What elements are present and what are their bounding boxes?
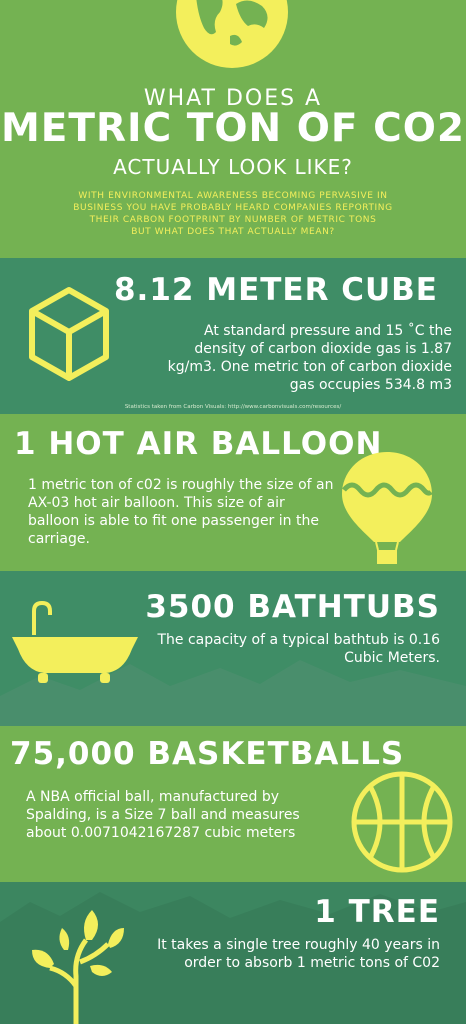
- hot-air-balloon-icon: [342, 452, 433, 564]
- section-title-balloon: 1 HOT AIR BALLOON: [14, 426, 383, 462]
- section-balloon: 1 HOT AIR BALLOON 1 metric ton of c02 is…: [0, 414, 466, 571]
- globe-icon: [176, 0, 288, 68]
- forest-background: [0, 892, 466, 1024]
- section-text-bathtubs: The capacity of a typical bathtub is 0.1…: [157, 632, 440, 666]
- intro-line-4: BUT WHAT DOES THAT ACTUALLY MEAN?: [131, 227, 335, 237]
- section-tree: 1 TREE It takes a single tree roughly 40…: [0, 882, 466, 1024]
- cube-icon: [29, 287, 109, 381]
- section-title-bathtubs: 3500 BATHTUBS: [145, 589, 440, 625]
- header: WHAT DOES A METRIC TON OF CO2 ACTUALLY L…: [0, 0, 466, 258]
- bathtub-icon: [12, 601, 138, 683]
- section-text-balloon: 1 metric ton of c02 is roughly the size …: [28, 477, 334, 547]
- section-title-tree: 1 TREE: [314, 894, 440, 930]
- title-line-3: ACTUALLY LOOK LIKE?: [113, 155, 353, 179]
- intro-line-3: THEIR CARBON FOOTPRINT BY NUMBER OF METR…: [89, 215, 377, 225]
- source-note: Statistics taken from Carbon Visuals: ht…: [124, 404, 342, 410]
- section-title-cube: 8.12 METER CUBE: [113, 272, 438, 308]
- title-line-1: WHAT DOES A: [143, 86, 323, 111]
- section-basketballs: 75,000 BASKETBALLS A NBA official ball, …: [0, 726, 466, 882]
- section-text-cube: At standard pressure and 15 ˚C the densi…: [167, 323, 452, 393]
- section-text-tree: It takes a single tree roughly 40 years …: [157, 937, 440, 971]
- section-cube: 8.12 METER CUBE At standard pressure and…: [0, 258, 466, 414]
- intro-line-1: WITH ENVIRONMENTAL AWARENESS BECOMING PE…: [78, 191, 388, 201]
- main-title: METRIC TON OF CO2: [0, 106, 466, 151]
- intro-line-2: BUSINESS YOU HAVE PROBABLY HEARD COMPANI…: [73, 203, 393, 213]
- intro-text: WITH ENVIRONMENTAL AWARENESS BECOMING PE…: [40, 190, 426, 238]
- section-bathtubs: 3500 BATHTUBS The capacity of a typical …: [0, 571, 466, 726]
- section-title-basketballs: 75,000 BASKETBALLS: [10, 736, 405, 772]
- mountain-background: [0, 660, 466, 726]
- basketball-icon: [351, 771, 453, 873]
- section-text-basketballs: A NBA official ball, manufactured by Spa…: [26, 789, 300, 841]
- tree-sapling-icon: [32, 910, 124, 1024]
